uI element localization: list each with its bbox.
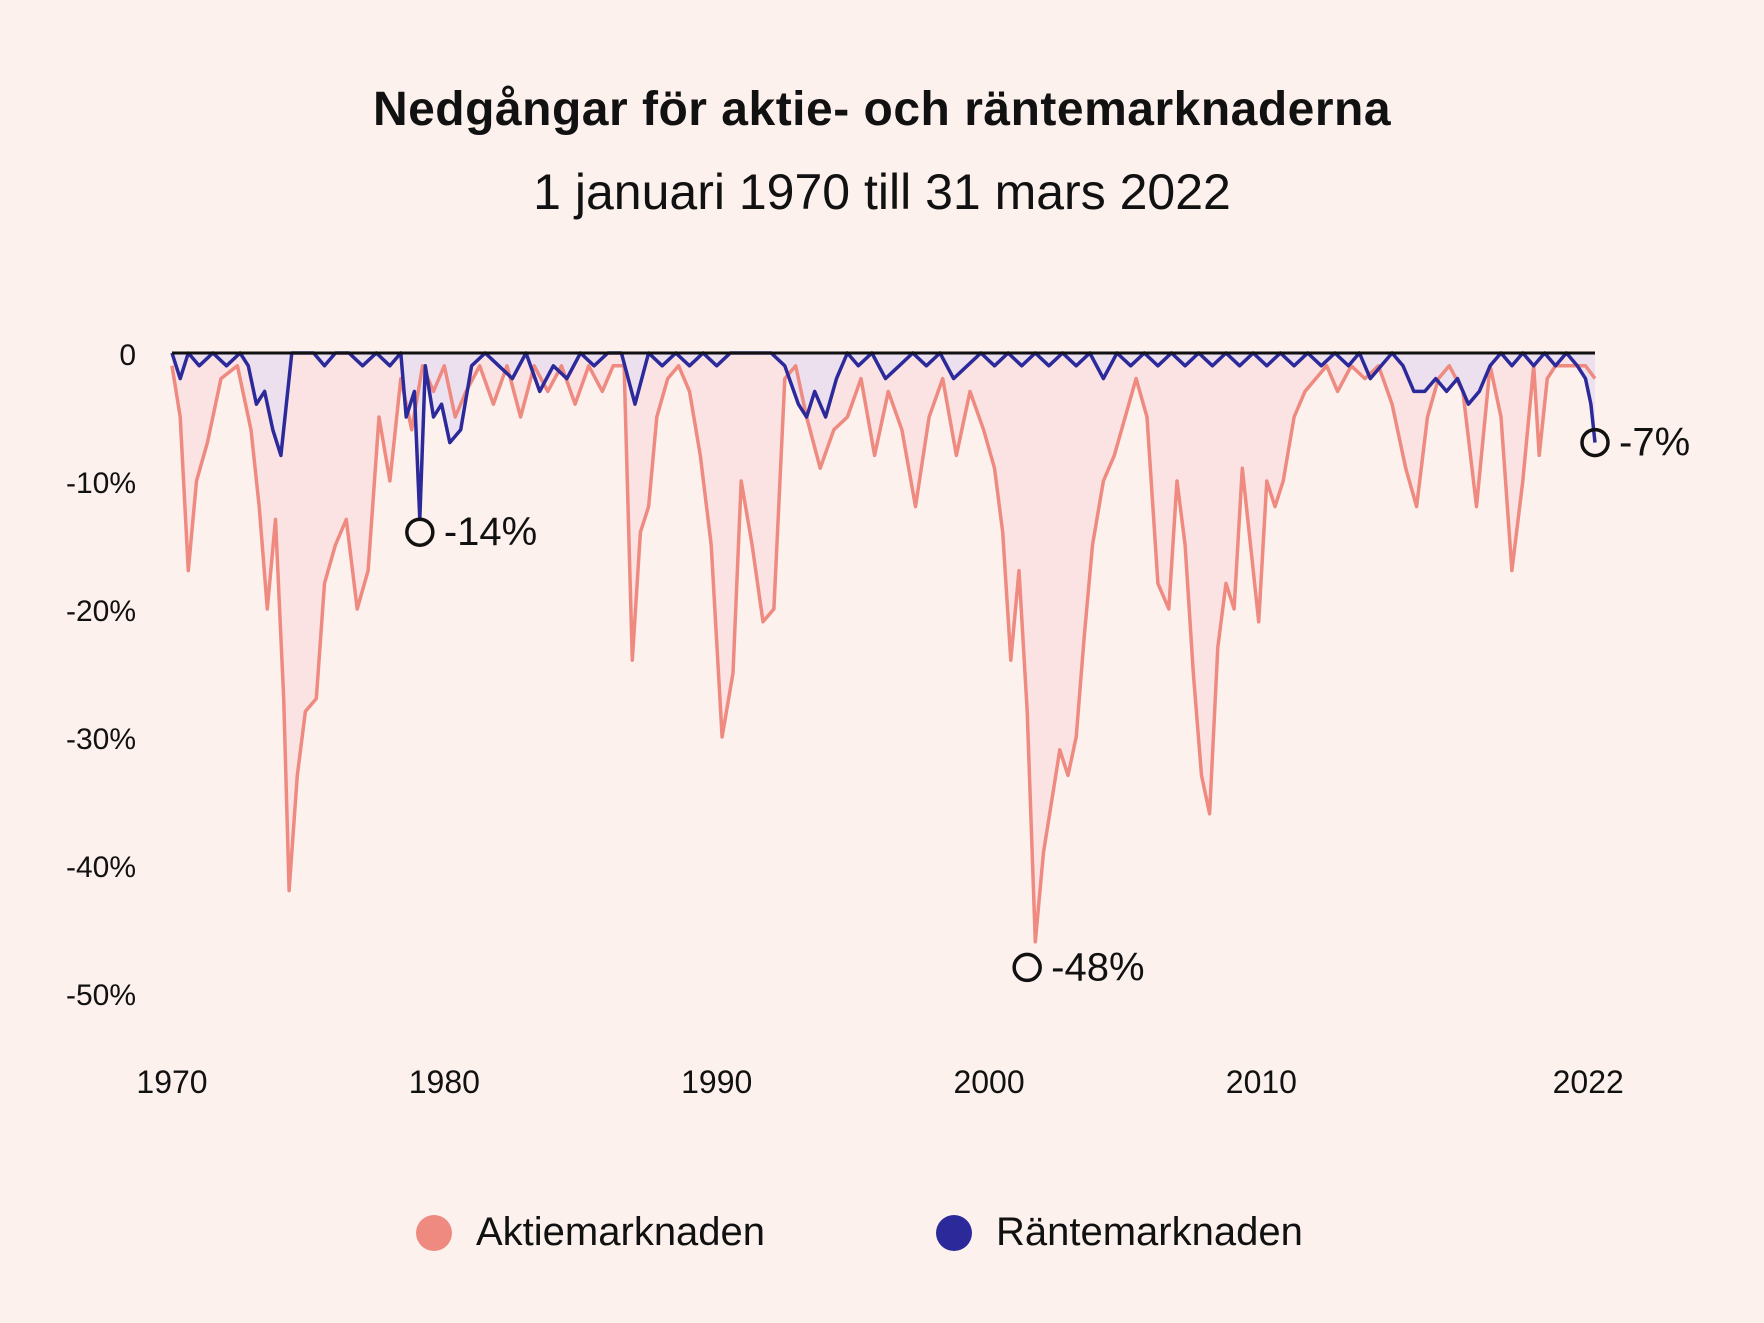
legend-label-bonds: Räntemarknaden [996,1210,1303,1254]
chart-subtitle: 1 januari 1970 till 31 mars 2022 [533,164,1231,220]
legend-swatch-stocks [416,1214,452,1251]
x-tick-label: 1990 [681,1064,752,1100]
legend-swatch-bonds [936,1214,972,1251]
legend-label-stocks: Aktiemarknaden [476,1210,766,1254]
y-tick-label: -10% [66,467,136,500]
annotation-marker [1012,952,1042,983]
stocks-area [172,353,1595,942]
x-tick-label: 2010 [1226,1064,1297,1100]
series-line-aktiemarknaden [170,364,1597,944]
x-tick-label: 2000 [953,1064,1024,1100]
annotation-label: -48% [1051,945,1144,989]
y-tick-label: -50% [66,979,136,1012]
annotation-label: -14% [444,510,537,554]
y-tick-label: -30% [66,723,136,756]
legend: Aktiemarknaden Räntemarknaden [0,1210,1764,1270]
legend-item-bonds: Räntemarknaden [936,1210,1303,1255]
y-tick-label: -20% [66,595,136,628]
x-tick-label: 1980 [409,1064,480,1100]
legend-item-stocks: Aktiemarknaden [416,1210,765,1255]
drawdown-chart: 0 -10% -20% -30% -40% -50% 1970 1980 1990 2000 201… [66,339,1690,1100]
chart-title: Nedgångar för aktie- och räntemarknadern… [372,83,1392,136]
y-tick-label: -40% [66,851,136,884]
x-tick-label: 2022 [1553,1064,1624,1100]
y-tick-label: 0 [119,339,136,372]
x-tick-label: 1970 [136,1064,207,1100]
annotation-marker [405,517,435,547]
annotation-marker [1580,427,1610,458]
annotation-label: -7% [1619,421,1690,465]
